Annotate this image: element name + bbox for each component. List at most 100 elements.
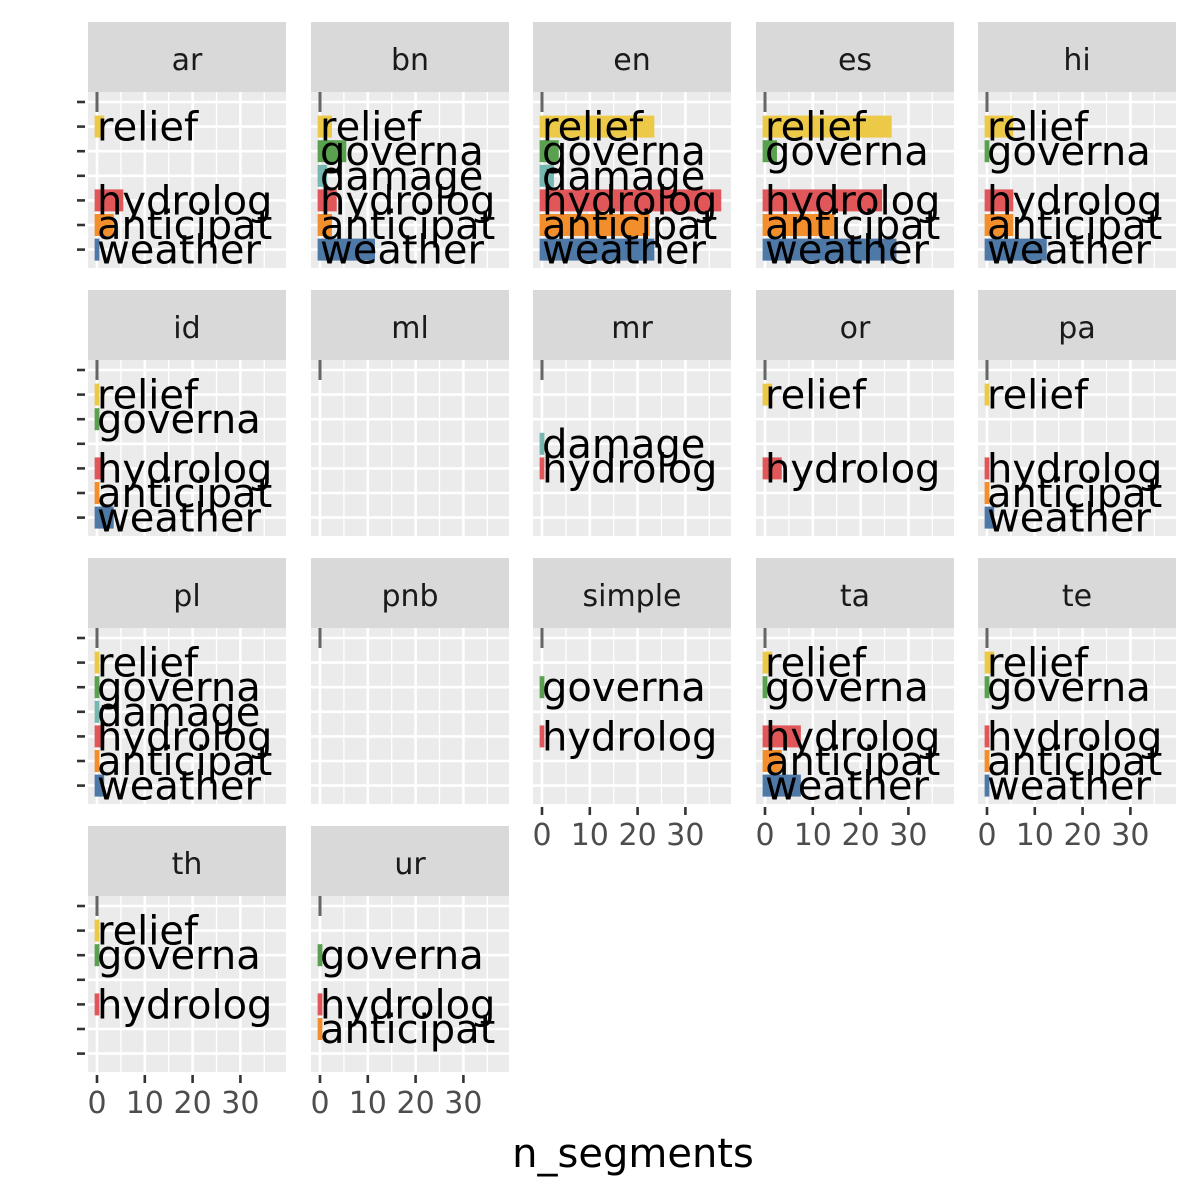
bar-weather [984, 774, 990, 797]
empty-level-marker [540, 92, 544, 112]
empty-level-marker [95, 628, 99, 648]
facet-panel-ml: ml [311, 290, 509, 536]
bar-label-hydrological: hydrolog [542, 178, 717, 224]
bar-label-governance: governa [320, 129, 484, 175]
panel-plot-area: relief hydrolog [762, 360, 940, 492]
bar-weather [94, 238, 100, 261]
bar-hydrological [94, 993, 100, 1016]
bar-label-weather: weather [320, 228, 484, 274]
bar-relief [984, 383, 990, 406]
bar-hydrological [762, 457, 782, 480]
empty-level-marker [540, 628, 544, 648]
bar-relief [94, 919, 100, 942]
bar-label-weather: weather [542, 228, 706, 274]
x-tick-label: 30 [666, 818, 704, 853]
panel-plot-area: reliefgovernadamagehydrologanticipatweat… [317, 92, 495, 274]
facet-panel-pnb: pnb [311, 558, 509, 804]
strip-background [756, 558, 954, 628]
bar-governance [984, 140, 990, 163]
bar-anticipatory [94, 214, 114, 236]
strip-background [88, 22, 286, 92]
strip-label: bn [391, 43, 429, 78]
bar-relief [317, 115, 332, 138]
strip-background [311, 826, 509, 896]
strip-label: pa [1058, 311, 1095, 346]
bar-label-anticipatory: anticipat [97, 739, 272, 785]
strip-label: ta [840, 579, 870, 614]
bar-label-anticipatory: anticipat [97, 203, 272, 249]
bar-label-anticipatory: anticipat [987, 739, 1162, 785]
bar-governance [984, 676, 990, 699]
bar-governance [94, 944, 100, 967]
bar-governance [94, 408, 100, 431]
empty-level-marker [763, 628, 767, 648]
bar-label-governance: governa [320, 933, 484, 979]
bar-weather [984, 238, 1047, 261]
bar-relief [984, 651, 995, 674]
bar-hydrological [984, 189, 1014, 212]
bar-label-relief: relief [542, 105, 644, 151]
bar-label-weather: weather [97, 228, 261, 274]
x-tick-label: 10 [794, 818, 832, 853]
strip-label: th [172, 847, 203, 882]
bar-anticipatory [94, 482, 100, 504]
bar-label-governance: governa [542, 665, 706, 711]
x-tick-label: 20 [174, 1086, 212, 1121]
bar-hydrological [539, 457, 545, 480]
strip-background [311, 558, 509, 628]
bar-label-weather: weather [97, 764, 261, 810]
bar-relief [94, 383, 100, 406]
bar-hydrological [94, 725, 105, 748]
empty-level-marker [985, 628, 989, 648]
bar-weather [317, 238, 375, 261]
bar-hydrological [762, 189, 883, 212]
bar-label-hydrological: hydrolog [987, 446, 1162, 492]
x-tick-label: 20 [842, 818, 880, 853]
bar-label-relief: relief [987, 641, 1089, 687]
bar-weather [94, 774, 105, 797]
bar-label-relief: relief [765, 641, 867, 687]
bar-label-weather: weather [987, 228, 1151, 274]
bar-hydrological [539, 189, 722, 212]
x-tick-label: 10 [1016, 818, 1054, 853]
facet-panels: arreliefhydrologanticipatweatherbnrelief… [77, 22, 1176, 1121]
strip-label: or [840, 311, 871, 346]
bar-label-weather: weather [765, 764, 929, 810]
bar-label-damage: damage [320, 154, 483, 200]
bar-label-governance: governa [542, 129, 706, 175]
bar-anticipatory [539, 214, 650, 236]
panel-plot-area [318, 628, 322, 648]
bar-label-weather: weather [97, 496, 261, 542]
strip-label: mr [611, 311, 653, 346]
x-tick-label: 0 [87, 1086, 106, 1121]
bar-label-relief: relief [987, 105, 1089, 151]
bar-anticipatory [762, 750, 782, 772]
bar-label-relief: relief [987, 373, 1089, 419]
bar-label-weather: weather [987, 496, 1151, 542]
bar-damage [539, 164, 554, 187]
bar-label-anticipatory: anticipat [320, 1007, 495, 1053]
bar-label-anticipatory: anticipat [765, 739, 940, 785]
bar-relief [94, 115, 105, 138]
bar-label-hydrological: hydrolog [320, 982, 495, 1028]
bar-hydrological [94, 457, 105, 480]
bar-label-hydrological: hydrolog [765, 178, 940, 224]
x-tick-label: 0 [977, 818, 996, 853]
empty-level-marker [985, 360, 989, 380]
empty-level-marker [763, 360, 767, 380]
strip-background [978, 22, 1176, 92]
bar-label-anticipatory: anticipat [97, 471, 272, 517]
bar-label-governance: governa [987, 129, 1151, 175]
empty-level-marker [540, 360, 544, 380]
x-tick-label: 20 [397, 1086, 435, 1121]
empty-level-marker [95, 360, 99, 380]
bar-label-damage: damage [542, 154, 705, 200]
